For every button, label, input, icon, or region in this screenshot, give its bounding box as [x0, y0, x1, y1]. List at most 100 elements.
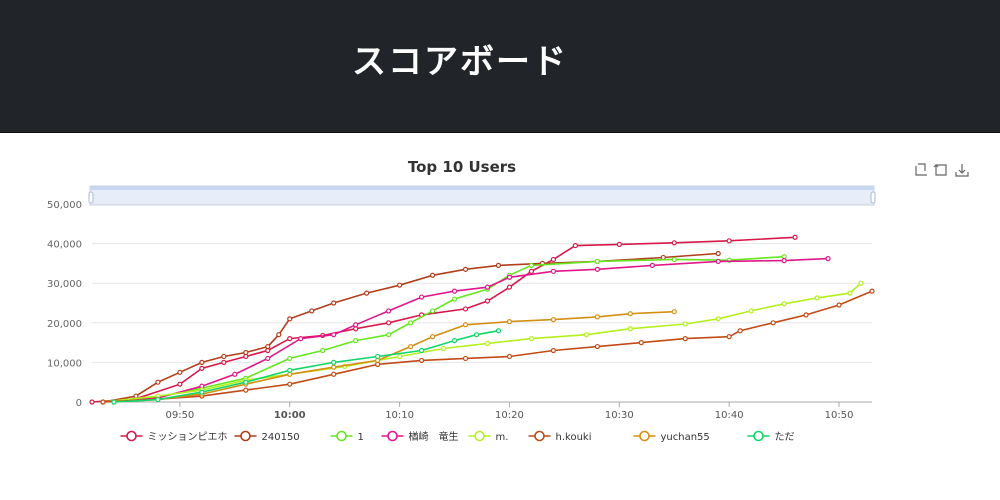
- data-point[interactable]: [331, 300, 337, 306]
- legend-item[interactable]: yuchan55: [633, 430, 710, 444]
- data-point[interactable]: [594, 266, 600, 272]
- data-point[interactable]: [451, 296, 458, 302]
- legend-item[interactable]: ただ: [747, 430, 795, 443]
- data-point[interactable]: [627, 326, 633, 332]
- data-point[interactable]: [221, 353, 227, 360]
- data-point[interactable]: [671, 256, 677, 263]
- data-point[interactable]: [287, 367, 293, 373]
- data-point[interactable]: [397, 282, 403, 288]
- data-point[interactable]: [715, 258, 721, 265]
- data-point[interactable]: [649, 262, 655, 268]
- data-point[interactable]: [221, 359, 227, 365]
- download-icon[interactable]: [955, 164, 969, 177]
- data-point[interactable]: [331, 332, 337, 338]
- legend-item[interactable]: 240150: [234, 430, 300, 444]
- data-point[interactable]: [199, 359, 205, 365]
- data-point[interactable]: [243, 379, 249, 385]
- data-point[interactable]: [451, 338, 458, 344]
- data-point[interactable]: [770, 320, 776, 326]
- data-point[interactable]: [89, 399, 95, 405]
- data-point[interactable]: [386, 320, 392, 326]
- zoom-slider-handle-right[interactable]: [870, 191, 876, 204]
- data-point[interactable]: [331, 359, 337, 365]
- data-point[interactable]: [276, 332, 282, 338]
- data-point[interactable]: [462, 355, 469, 362]
- data-point[interactable]: [177, 369, 183, 375]
- data-point[interactable]: [550, 268, 557, 274]
- data-point[interactable]: [199, 389, 205, 395]
- data-point[interactable]: [726, 334, 732, 340]
- data-point[interactable]: [429, 272, 436, 278]
- data-point[interactable]: [803, 312, 809, 318]
- data-point[interactable]: [594, 258, 600, 265]
- data-point[interactable]: [495, 262, 502, 268]
- data-point[interactable]: [737, 328, 743, 334]
- data-point[interactable]: [331, 364, 337, 370]
- zoom-slider-handle-left[interactable]: [88, 191, 94, 204]
- data-point[interactable]: [375, 353, 381, 360]
- data-point[interactable]: [814, 295, 820, 301]
- data-point[interactable]: [429, 334, 436, 340]
- data-point[interactable]: [748, 308, 754, 314]
- data-point[interactable]: [550, 256, 557, 263]
- data-point[interactable]: [287, 381, 293, 387]
- data-point[interactable]: [869, 288, 875, 294]
- data-point[interactable]: [407, 320, 414, 326]
- data-point[interactable]: [506, 284, 513, 290]
- data-point[interactable]: [682, 336, 688, 342]
- data-point[interactable]: [111, 399, 117, 405]
- data-point[interactable]: [353, 322, 359, 328]
- data-point[interactable]: [528, 336, 535, 342]
- data-point[interactable]: [177, 381, 183, 387]
- data-point[interactable]: [484, 298, 491, 304]
- data-point[interactable]: [792, 234, 798, 240]
- data-point[interactable]: [440, 345, 447, 352]
- data-point[interactable]: [473, 332, 480, 338]
- data-point[interactable]: [265, 355, 271, 362]
- data-point[interactable]: [715, 316, 721, 322]
- legend-item[interactable]: h.kouki: [528, 430, 592, 444]
- data-point[interactable]: [320, 347, 326, 354]
- data-point[interactable]: [506, 274, 513, 280]
- legend-item[interactable]: ミッションピエホ: [120, 430, 228, 443]
- data-point[interactable]: [407, 343, 414, 350]
- data-point[interactable]: [331, 371, 337, 377]
- data-point[interactable]: [386, 308, 392, 314]
- data-point[interactable]: [133, 393, 139, 399]
- data-point[interactable]: [462, 306, 469, 312]
- data-point[interactable]: [594, 314, 600, 320]
- data-point[interactable]: [682, 321, 688, 327]
- data-point[interactable]: [528, 262, 535, 268]
- legend-item[interactable]: m.: [468, 430, 509, 444]
- data-point[interactable]: [781, 301, 787, 307]
- data-point[interactable]: [616, 241, 622, 247]
- data-point[interactable]: [155, 379, 161, 385]
- data-point[interactable]: [726, 238, 732, 244]
- data-point[interactable]: [638, 340, 644, 346]
- data-point[interactable]: [155, 397, 161, 403]
- data-point[interactable]: [836, 302, 842, 308]
- legend-item[interactable]: 1: [330, 430, 364, 444]
- zoom-icon[interactable]: [915, 163, 927, 176]
- data-point[interactable]: [484, 340, 491, 346]
- data-point[interactable]: [418, 294, 425, 300]
- data-point[interactable]: [287, 336, 293, 342]
- data-point[interactable]: [550, 317, 557, 323]
- data-point[interactable]: [232, 371, 238, 377]
- data-point[interactable]: [199, 365, 205, 371]
- data-point[interactable]: [847, 290, 853, 296]
- data-point[interactable]: [265, 343, 271, 350]
- data-point[interactable]: [309, 308, 315, 314]
- data-point[interactable]: [484, 284, 491, 290]
- data-point[interactable]: [451, 288, 458, 294]
- legend-item[interactable]: 楢崎 竜生: [381, 430, 459, 443]
- data-point[interactable]: [418, 357, 425, 364]
- zoom-reset-icon[interactable]: [933, 164, 947, 176]
- data-point[interactable]: [243, 349, 249, 356]
- data-point[interactable]: [429, 308, 436, 314]
- data-point[interactable]: [858, 280, 864, 286]
- data-point[interactable]: [462, 322, 469, 328]
- data-point[interactable]: [825, 256, 831, 262]
- data-point[interactable]: [572, 242, 578, 249]
- data-point[interactable]: [506, 353, 513, 360]
